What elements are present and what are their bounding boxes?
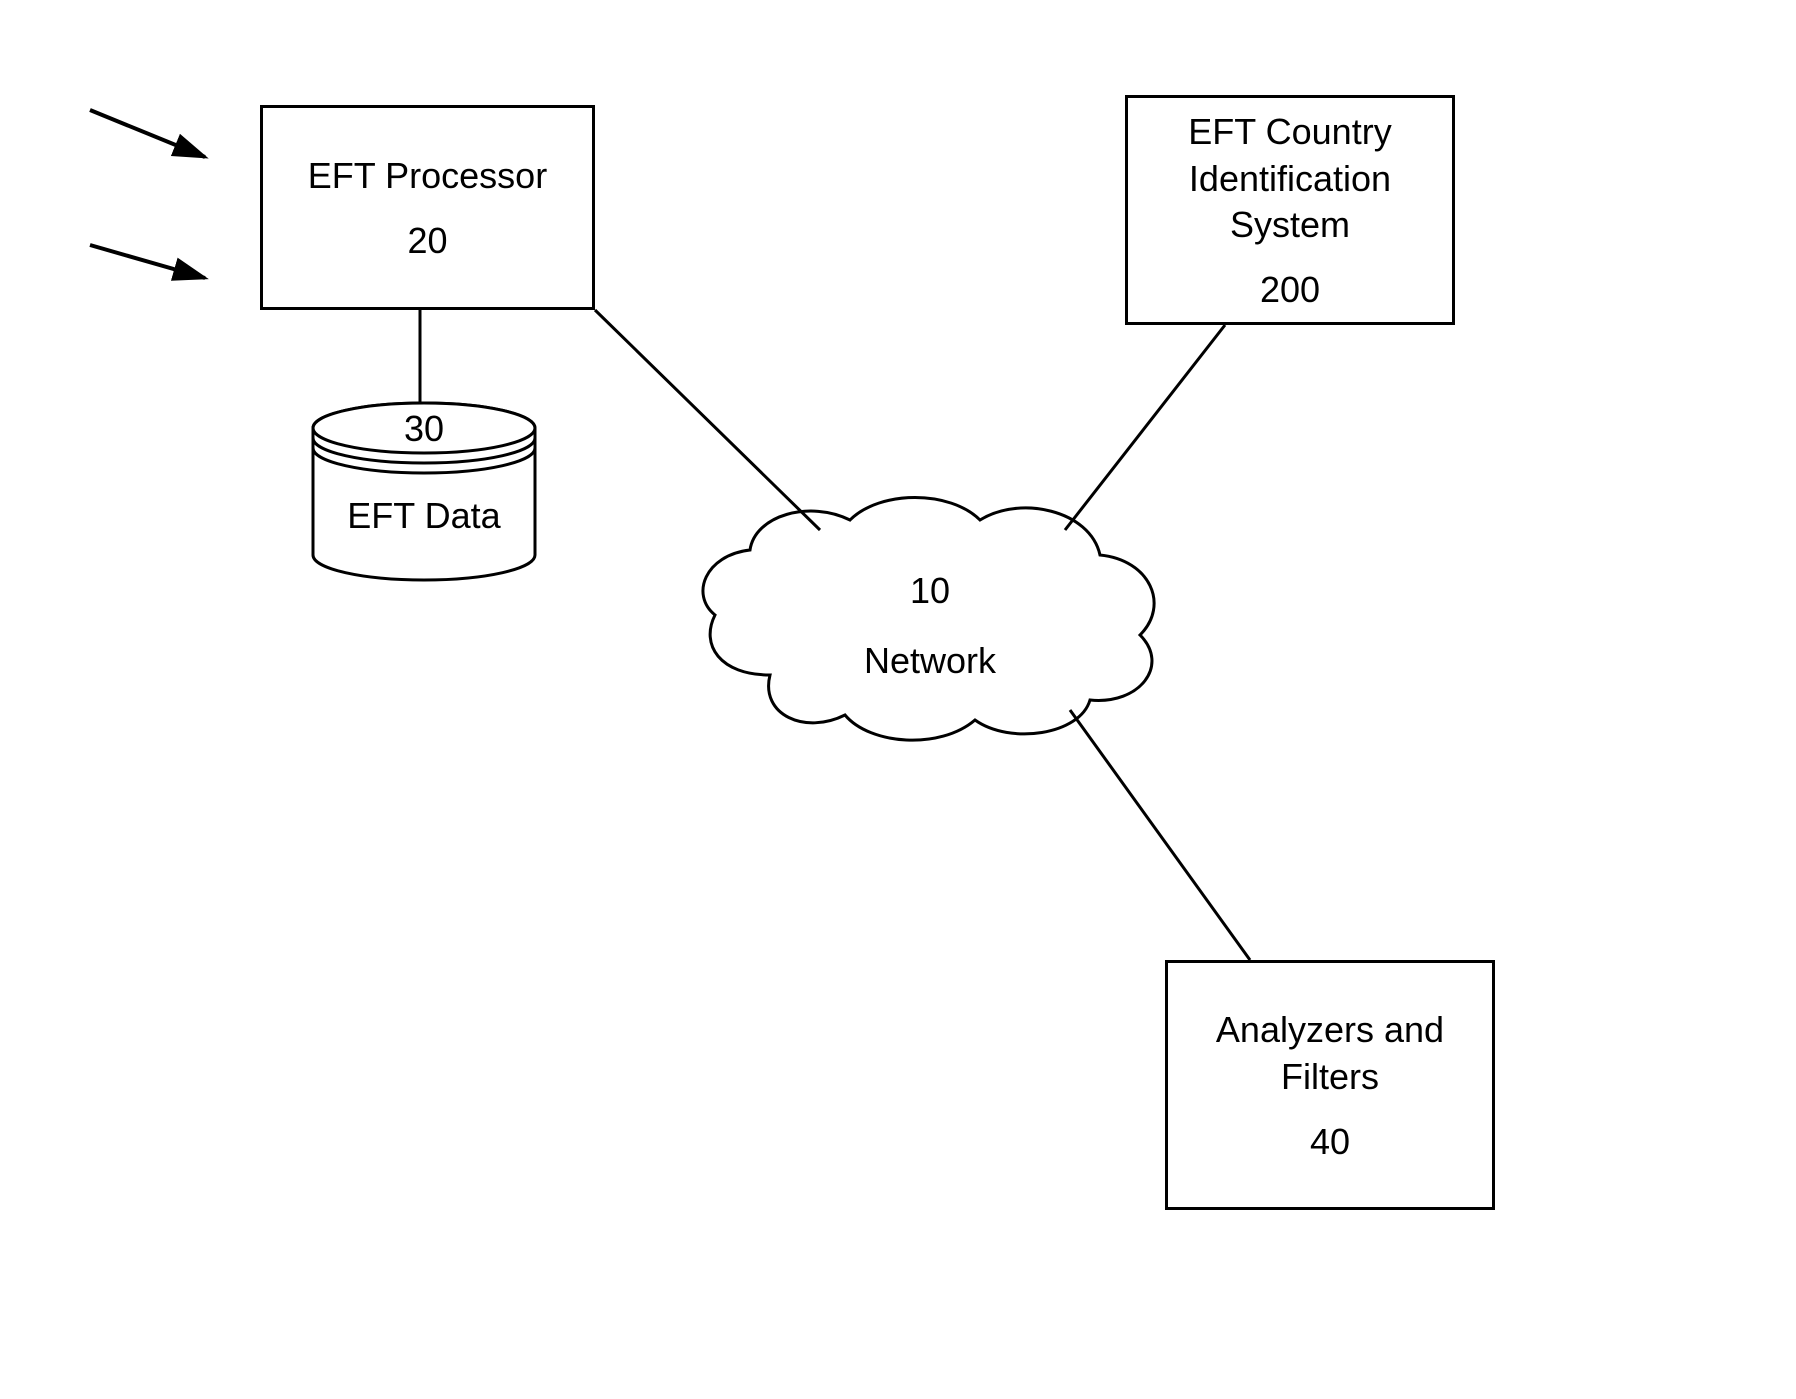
network-number: 10	[680, 570, 1180, 612]
eft-data-label: EFT Data	[310, 495, 538, 537]
eft-processor-number: 20	[407, 220, 447, 262]
diagram-canvas: EFT Processor 20 EFT Country Identificat…	[0, 0, 1796, 1399]
eft-data-number: 30	[310, 408, 538, 450]
eft-country-id-node: EFT Country Identification System 200	[1125, 95, 1455, 325]
eft-processor-node: EFT Processor 20	[260, 105, 595, 310]
eft-country-id-label: EFT Country Identification System	[1128, 109, 1452, 249]
eft-country-id-number: 200	[1260, 269, 1320, 311]
network-label: Network	[680, 640, 1180, 682]
analyzers-filters-number: 40	[1310, 1121, 1350, 1163]
input-arrow-2	[80, 230, 230, 290]
network-node: 10 Network	[680, 475, 1180, 765]
analyzers-filters-node: Analyzers and Filters 40	[1165, 960, 1495, 1210]
eft-data-node: 30 EFT Data	[310, 400, 538, 585]
eft-processor-label: EFT Processor	[308, 153, 547, 200]
analyzers-filters-label: Analyzers and Filters	[1168, 1007, 1492, 1101]
input-arrow-1	[80, 95, 230, 175]
